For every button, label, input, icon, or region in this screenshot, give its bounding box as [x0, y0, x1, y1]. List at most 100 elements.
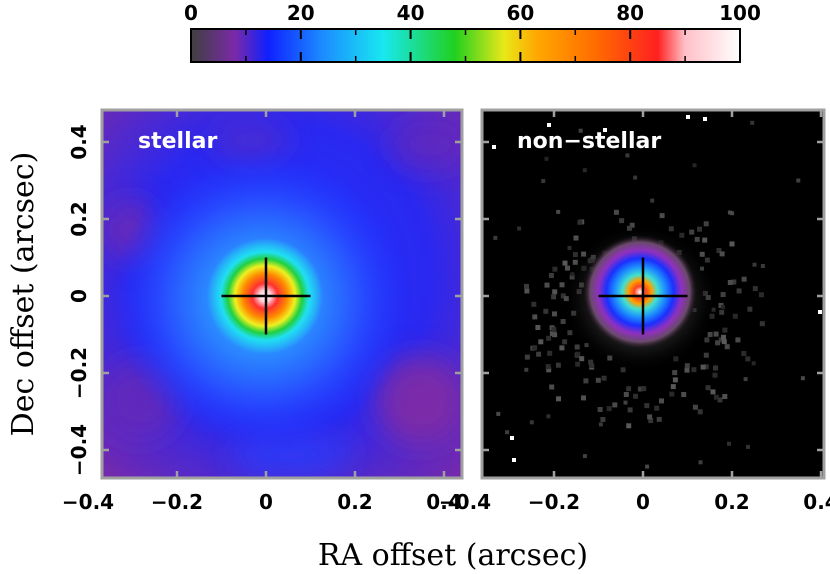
- speckle-pixel: [559, 345, 565, 351]
- speckle-pixel: [684, 367, 690, 373]
- speckle-pixel: [697, 226, 702, 232]
- speckle-pixel: [600, 417, 606, 422]
- speckle-pixel: [524, 288, 530, 294]
- x-tick-label: 0.4: [803, 490, 830, 514]
- speckle-pixel: [588, 359, 594, 365]
- speckle-pixel: [679, 232, 685, 238]
- colorbar: 0 20 40 60 80 100: [184, 1, 761, 63]
- speckle-pixel: [704, 257, 710, 263]
- y-axis-title: Dec offset (arcsec): [6, 152, 41, 437]
- colorbar-tick-label: 100: [719, 1, 761, 25]
- speckle-pixel: [689, 229, 695, 235]
- speckle-pixel: [573, 235, 579, 241]
- speckle-pixel: [703, 364, 709, 370]
- speckle-pixel: [637, 386, 643, 392]
- colorbar-tick-label: 80: [616, 1, 644, 25]
- speckle-pixel: [647, 414, 653, 420]
- speckle-pixel: [562, 339, 568, 345]
- speckle-pixel: [656, 416, 662, 422]
- speckle-pixel: [721, 339, 727, 345]
- speckle-pixel: [668, 226, 674, 232]
- speckle-pixel: [547, 350, 553, 356]
- speckle-pixel: [597, 407, 603, 412]
- crosshair-nonstellar: [598, 257, 688, 335]
- speckle-pixel: [732, 313, 738, 319]
- speckle-pixel: [719, 251, 725, 257]
- speckle-pixel: [552, 266, 558, 272]
- nonstellar-frame: [480, 108, 826, 480]
- speckle-pixel: [532, 314, 538, 320]
- speckle-pixel: [641, 386, 647, 392]
- speckle-pixel: [560, 319, 566, 324]
- speckle-pixel: [746, 444, 750, 449]
- hot-pixel: [603, 128, 607, 132]
- speckle-pixel: [551, 294, 557, 300]
- speckle-pixel: [718, 337, 724, 343]
- x-axis-title: RA offset (arcsec): [318, 538, 588, 573]
- speckle-pixel: [715, 340, 721, 346]
- speckle-pixel: [741, 276, 747, 282]
- panel-stellar: stellar: [100, 108, 464, 480]
- speckle-pixel: [546, 414, 551, 419]
- x-tick-label: −0.2: [528, 490, 580, 514]
- speckle-pixel: [619, 218, 625, 224]
- speckle-pixel: [626, 386, 632, 392]
- x-tick-labels: −0.4−0.200.20.4−0.4−0.200.20.4: [62, 490, 830, 514]
- speckle-pixel: [544, 156, 549, 161]
- speckle-pixel: [745, 356, 751, 362]
- colorbar-tick-label: 60: [506, 1, 534, 25]
- speckle-pixel: [720, 292, 726, 297]
- speckle-pixel: [577, 219, 583, 225]
- speckle-pixel: [613, 209, 619, 215]
- hot-pixel: [703, 117, 707, 121]
- speckle-pixel: [524, 283, 529, 289]
- speckle-pixel: [703, 221, 709, 227]
- speckle-pixel: [697, 409, 703, 415]
- speckle-pixel: [684, 363, 690, 369]
- speckle-pixel: [562, 260, 568, 266]
- speckle-pixel: [691, 367, 697, 373]
- speckle-pixel: [736, 288, 742, 294]
- speckle-pixel: [722, 327, 728, 333]
- speckle-pixel: [716, 248, 722, 253]
- speckle-pixel: [703, 352, 709, 358]
- colorbar-tick-label: 40: [397, 1, 425, 25]
- hot-pixel: [818, 310, 822, 314]
- speckle-pixel: [644, 403, 650, 409]
- speckle-pixel: [633, 175, 638, 180]
- speckle-pixel: [555, 362, 561, 368]
- speckle-pixel: [595, 377, 601, 383]
- speckle-pixel: [700, 364, 706, 370]
- crosshair-stellar: [221, 257, 311, 335]
- speckle-pixel: [747, 306, 753, 312]
- speckle-pixel: [633, 393, 638, 399]
- speckle-pixel: [575, 361, 581, 367]
- speckle-pixel: [583, 378, 589, 384]
- speckle-pixel: [567, 330, 573, 336]
- panel-label-stellar: stellar: [138, 129, 217, 154]
- speckle-pixel: [750, 120, 755, 125]
- panel-label-nonstellar: non−stellar: [517, 129, 661, 154]
- speckle-pixel: [698, 460, 703, 465]
- speckle-pixel: [727, 210, 732, 215]
- speckle-pixel: [524, 354, 530, 360]
- speckle-pixel: [692, 404, 698, 410]
- speckle-pixel: [712, 372, 718, 378]
- speckle-pixel: [721, 334, 726, 340]
- nonstellar-core: [582, 234, 698, 350]
- x-tick-label: −0.2: [151, 490, 203, 514]
- speckle-pixel: [796, 178, 801, 183]
- speckle-pixel: [536, 351, 542, 357]
- speckle-pixel: [529, 420, 534, 425]
- speckle-pixel: [541, 179, 546, 183]
- x-tick-label: 0.4: [426, 490, 461, 514]
- speckle-pixel: [760, 264, 765, 268]
- y-tick-label: 0: [67, 289, 91, 303]
- axis-ticks-nonstellar: [482, 110, 824, 478]
- colorbar-ticks: [190, 29, 741, 62]
- speckle-pixel: [627, 407, 633, 413]
- speckle-pixel: [531, 301, 537, 307]
- speckle-pixel: [579, 356, 585, 362]
- y-tick-label: 0.4: [67, 124, 91, 159]
